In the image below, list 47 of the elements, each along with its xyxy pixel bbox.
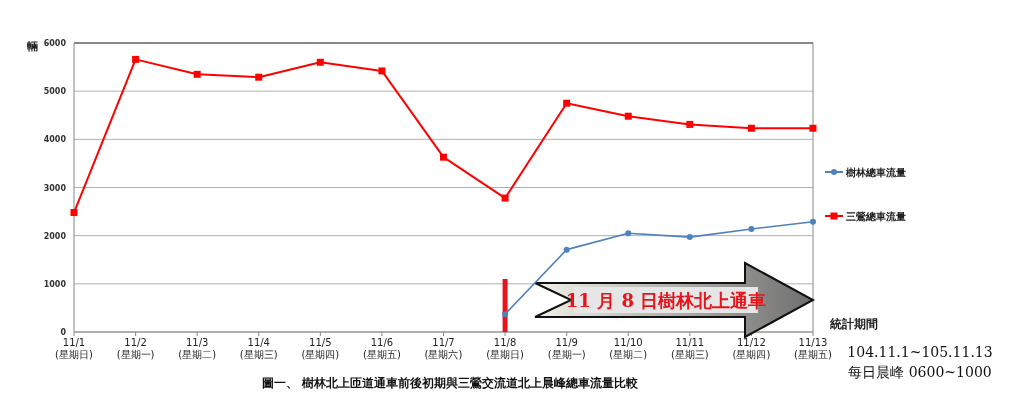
x-tick-label: 11/5(星期四) (301, 337, 340, 360)
point (686, 120, 694, 128)
y-tick-label: 5000 (43, 87, 67, 97)
point (193, 70, 201, 78)
text: 104.11.1~105.11.13 (847, 344, 993, 360)
point (748, 225, 755, 232)
point (501, 194, 509, 202)
x-tick-label: 11/1(星期日) (55, 337, 93, 360)
y-tick-label: 2000 (43, 231, 67, 241)
point (70, 209, 78, 217)
annotation: 11 月 8 日樹林北上通車 (565, 290, 767, 311)
point (378, 67, 386, 75)
y-tick-label: 1000 (43, 279, 67, 289)
y-tick-label: 6000 (43, 39, 67, 48)
x-tick-label: 11/9(星期一) (547, 337, 586, 360)
legend-label: 樹林總車流量 (845, 167, 906, 178)
point (440, 153, 447, 161)
x-axis-title: 統計期間 (829, 317, 878, 331)
point (624, 112, 632, 120)
x-tick-label: 11/13(星期五) (794, 337, 832, 360)
point (316, 58, 324, 66)
x-tick-label: 11/4(星期三) (239, 337, 278, 360)
point (255, 73, 263, 81)
point (747, 124, 755, 132)
x-tick-label: 11/6(星期五) (363, 337, 401, 360)
point (809, 124, 817, 132)
x-tick-label: 11/3(星期二) (178, 337, 217, 360)
y-axis-title: 輛 (25, 40, 38, 53)
text: 圖一、 樹林北上匝道通車前後初期與三鶯交流道北上晨峰總車流量比較 (261, 376, 640, 390)
text: 每日晨峰 0600~1000 (848, 364, 992, 380)
point (132, 55, 140, 63)
x-tick-label: 11/2(星期一) (116, 337, 155, 360)
y-tick-label: 0 (60, 328, 67, 337)
x-tick-label: 11/10(星期二) (609, 337, 648, 360)
x-tick-label: 11/8(星期日) (486, 337, 525, 360)
point (625, 230, 632, 237)
point (810, 218, 816, 225)
point (563, 99, 571, 107)
x-tick-label: 11/11(星期三) (670, 337, 709, 360)
point (563, 246, 570, 253)
x-tick-label: 11/12(星期四) (732, 337, 771, 360)
point (502, 311, 509, 318)
y-tick-label: 3000 (43, 183, 67, 193)
legend-label: 三鶯總車流量 (846, 211, 906, 222)
y-tick-label: 4000 (43, 135, 67, 145)
point (686, 234, 693, 241)
x-tick-label: 11/7(星期六) (424, 337, 463, 360)
